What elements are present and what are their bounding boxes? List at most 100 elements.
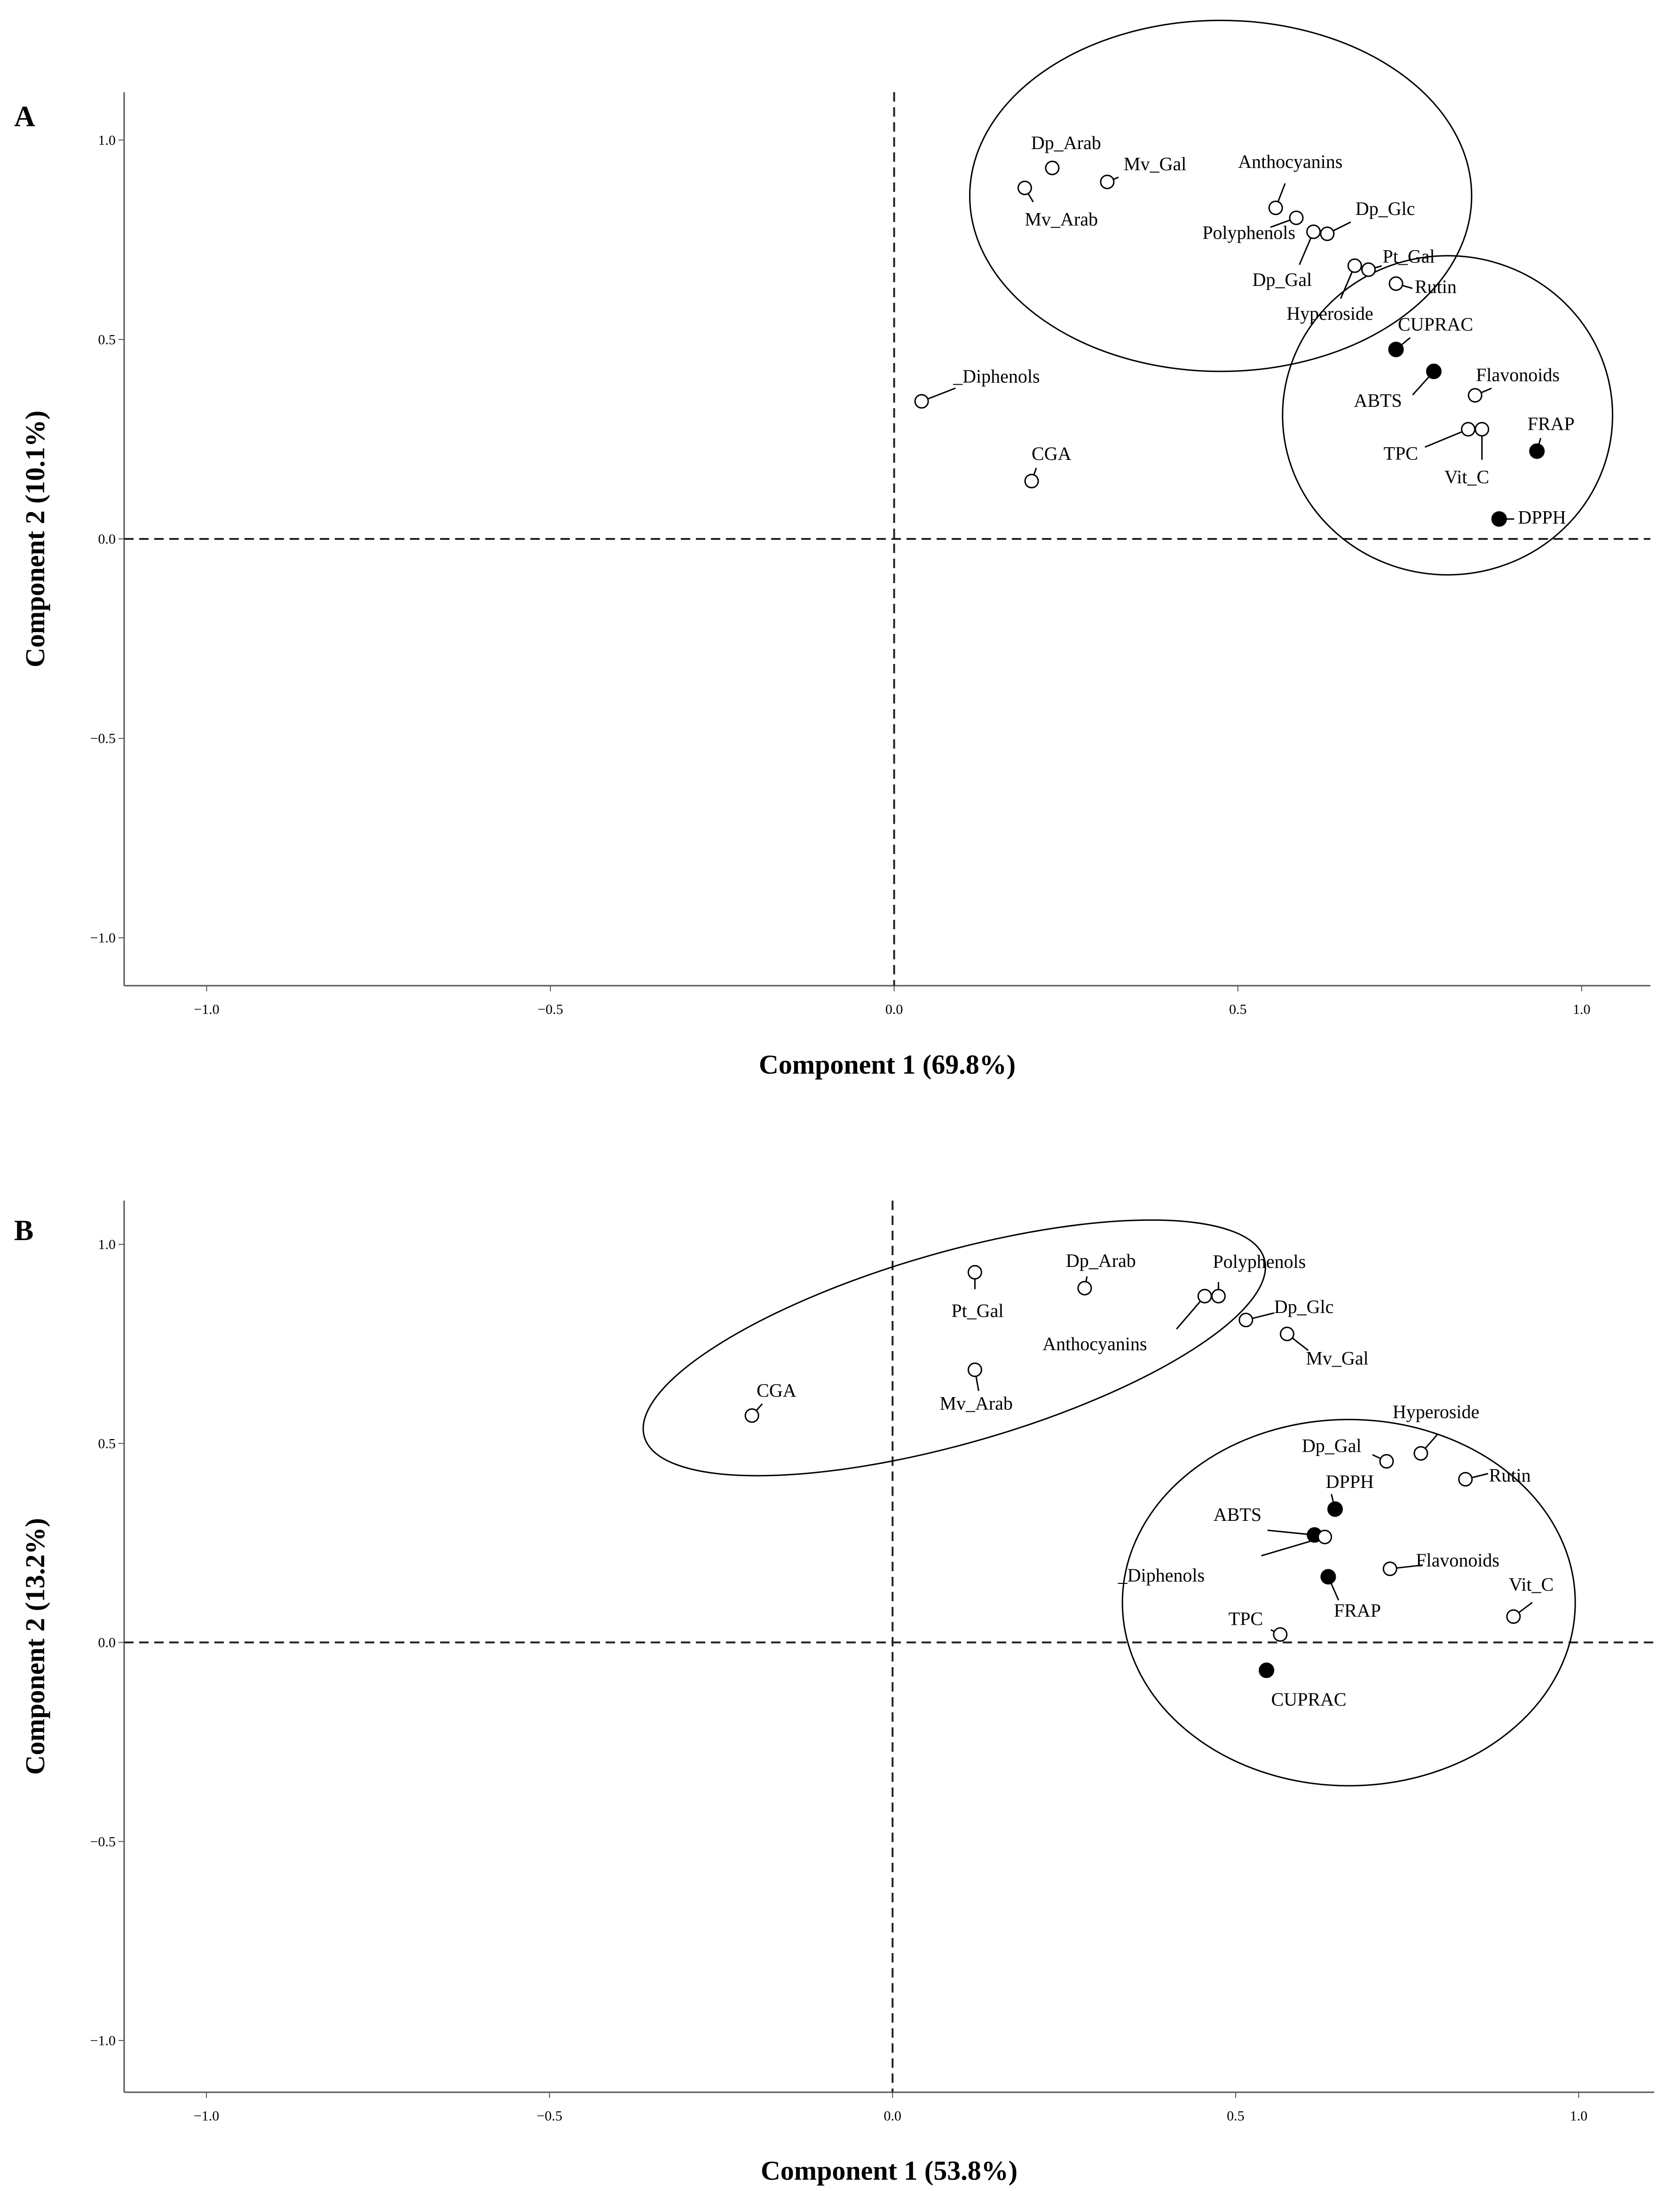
point-marker-flavonoids (1382, 1561, 1397, 1576)
point-label-flavonoids: Flavonoids (1476, 364, 1560, 386)
point-marker-hyperoside (1413, 1446, 1428, 1461)
point-marker-dp-glc (1238, 1313, 1254, 1328)
point-label-abts: ABTS (1214, 1504, 1262, 1525)
pca-plot-panel-a: A −1.0 −0.5 0.0 0.5 1.0 −1.0 −0.5 0.0 0.5 1.0 Dp_Ar… (14, 19, 1650, 1080)
y-tick-label: 0.0 (98, 531, 116, 547)
point-marker-cuprac (1388, 341, 1404, 357)
point-marker-cga (744, 1408, 759, 1423)
point-label-dpph: DPPH (1518, 507, 1566, 528)
point-marker-hyperoside (1347, 258, 1362, 273)
point-label-mv-arab: Mv_Arab (1025, 209, 1098, 230)
point-marker-frap (1529, 443, 1545, 459)
point-marker-dp-arab (1077, 1281, 1092, 1296)
point-marker-vit-c (1475, 422, 1490, 437)
point-marker-dpph (1327, 1501, 1343, 1517)
point-label-dp-arab: Dp_Arab (1031, 132, 1101, 153)
x-tick-label: 0.0 (884, 2108, 902, 2124)
point-label-polyphenols: Polyphenols (1213, 1251, 1306, 1272)
point-label-hyperoside: Hyperoside (1286, 303, 1373, 324)
x-tick-label: −1.0 (194, 2108, 219, 2124)
point-label-rutin: Rutin (1489, 1465, 1531, 1486)
x-axis-title: Component 1 (69.8%) (759, 1049, 1016, 1080)
point-marker-mv-gal (1279, 1327, 1294, 1342)
cluster-ellipse-2 (1282, 255, 1614, 576)
y-tick-label: −0.5 (90, 1834, 116, 1850)
point-label-diphenols: _Diphenols (953, 365, 1040, 387)
point-label-anthocyanins: Anthocyanins (1238, 151, 1342, 172)
point-label-dp-gal: Dp_Gal (1253, 269, 1312, 290)
point-marker-tpc (1461, 422, 1476, 437)
point-marker-cga (1024, 474, 1039, 489)
y-tick-label: −1.0 (90, 2033, 116, 2049)
point-marker-pt-gal (1361, 262, 1376, 277)
leader-line-diphenols (1261, 1536, 1325, 1557)
x-tick-label: 1.0 (1573, 1002, 1591, 1017)
point-marker-diphenols (914, 394, 929, 409)
point-label-vit-c: Vit_C (1444, 467, 1489, 488)
point-marker-diphenols (1317, 1529, 1333, 1544)
point-marker-polyphenols (1289, 210, 1304, 225)
point-label-abts: ABTS (1354, 390, 1402, 411)
point-marker-dp-glc (1320, 226, 1335, 241)
point-label-mv-arab: Mv_Arab (939, 1393, 1013, 1414)
x-tick-label: 0.5 (1227, 2108, 1245, 2124)
x-tick-label: 0.5 (1229, 1002, 1247, 1017)
y-tick-label: 0.5 (98, 332, 116, 348)
point-marker-mv-arab (967, 1362, 982, 1377)
point-label-frap: FRAP (1528, 413, 1575, 434)
point-marker-flavonoids (1467, 388, 1483, 403)
point-marker-mv-gal (1100, 174, 1115, 190)
point-label-cuprac: CUPRAC (1398, 314, 1473, 335)
point-marker-frap (1320, 1569, 1336, 1585)
x-tick-label: −0.5 (537, 1002, 563, 1017)
point-label-anthocyanins: Anthocyanins (1042, 1333, 1147, 1354)
x-tick-label: 1.0 (1570, 2108, 1588, 2124)
y-tick-label: 0.5 (98, 1436, 116, 1451)
x-tick-label: −1.0 (194, 1002, 219, 1017)
point-marker-dpph (1491, 511, 1507, 527)
point-label-tpc: TPC (1229, 1608, 1263, 1629)
y-tick-label: −1.0 (90, 930, 116, 946)
point-label-dp-gal: Dp_Gal (1302, 1435, 1362, 1456)
point-label-rutin: Rutin (1415, 276, 1457, 297)
cluster-ellipse-2 (1121, 1419, 1576, 1787)
point-label-mv-gal: Mv_Gal (1306, 1348, 1368, 1369)
point-marker-polyphenols (1211, 1289, 1226, 1304)
point-label-pt-gal: Pt_Gal (951, 1300, 1003, 1321)
cluster-ellipse-1 (642, 1219, 1266, 1477)
point-label-cga: CGA (757, 1380, 797, 1401)
point-marker-rutin (1458, 1472, 1473, 1487)
point-marker-dp-gal (1306, 224, 1321, 239)
point-marker-rutin (1388, 276, 1404, 291)
point-label-pt-gal: Pt_Gal (1383, 245, 1435, 267)
point-marker-anthocyanins (1197, 1289, 1212, 1304)
point-label-cuprac: CUPRAC (1271, 1689, 1347, 1710)
x-tick-label: 0.0 (885, 1002, 903, 1017)
y-axis-title: Component 2 (10.1%) (20, 411, 50, 667)
point-label-dp-glc: Dp_Glc (1274, 1296, 1334, 1317)
pca-plot-panel-b: B −1.0 −0.5 0.0 0.5 1.0 −1.0 −0.5 0.0 0.5 1.0 Pt_Ga… (14, 1201, 1654, 2186)
point-label-polyphenols: Polyphenols (1202, 222, 1295, 243)
point-label-tpc: TPC (1384, 443, 1418, 464)
y-tick-label: 1.0 (98, 1237, 116, 1252)
point-marker-tpc (1273, 1627, 1288, 1642)
point-marker-anthocyanins (1268, 200, 1283, 215)
y-tick-label: 0.0 (98, 1635, 116, 1651)
point-marker-cuprac (1259, 1662, 1275, 1678)
point-label-dpph: DPPH (1325, 1471, 1373, 1492)
leader-line-abts (1267, 1529, 1315, 1536)
panel-letter-b: B (14, 1215, 33, 1247)
point-marker-dp-arab (1045, 160, 1060, 175)
x-axis-title: Component 1 (53.8%) (761, 2155, 1017, 2186)
point-marker-dp-gal (1379, 1454, 1394, 1469)
point-marker-mv-arab (1017, 181, 1032, 196)
y-axis-title: Component 2 (13.2%) (20, 1518, 50, 1775)
x-tick-label: −0.5 (536, 2108, 562, 2124)
point-label-frap: FRAP (1334, 1600, 1381, 1621)
point-label-hyperoside: Hyperoside (1393, 1401, 1479, 1422)
y-tick-label: −0.5 (90, 731, 116, 746)
y-tick-label: 1.0 (98, 133, 116, 148)
cluster-ellipse-1 (969, 19, 1473, 372)
point-marker-abts (1426, 364, 1442, 380)
